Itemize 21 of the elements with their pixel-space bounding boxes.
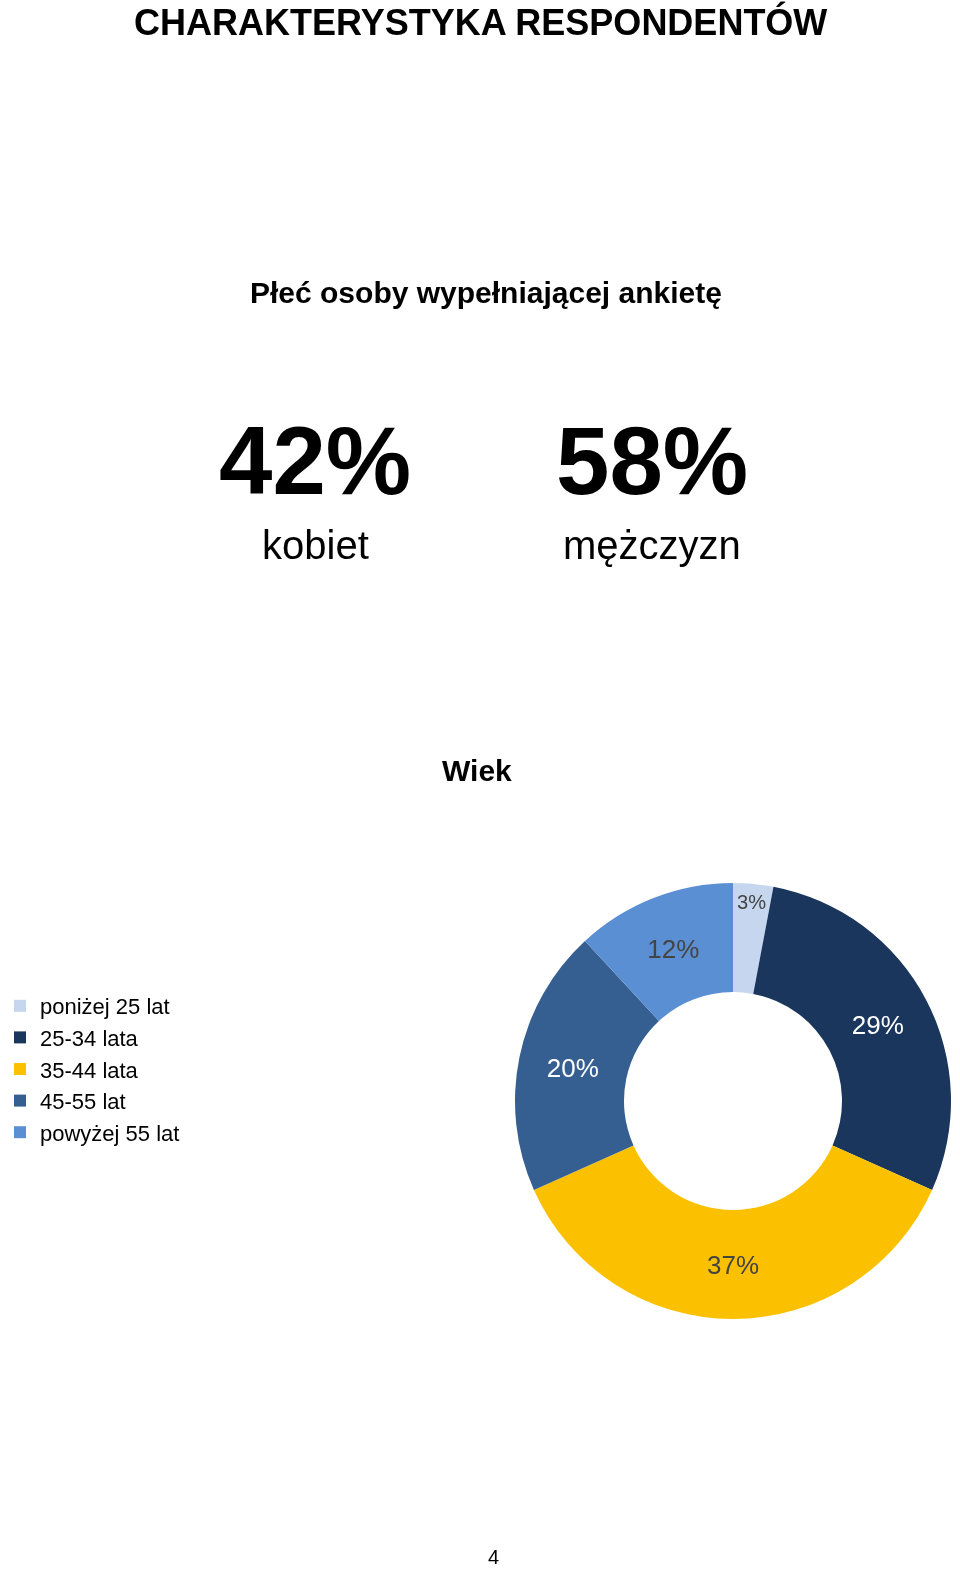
chart-title: Wiek — [442, 754, 513, 787]
donut-slice — [584, 883, 733, 1021]
legend-label: poniżej 25 lat — [40, 994, 170, 1020]
legend-label: 45-55 lat — [40, 1089, 126, 1115]
text: kobiet — [262, 523, 369, 567]
text: 58% — [556, 407, 749, 514]
legend-label: 35-44 lata — [40, 1057, 139, 1083]
data-label: 20% — [546, 1053, 599, 1084]
text: 4 — [488, 1546, 500, 1568]
data-label: 37% — [706, 1249, 760, 1280]
text: 42% — [219, 407, 412, 514]
legend-label: powyżej 55 lat — [40, 1120, 180, 1146]
text: mężczyzn — [563, 523, 741, 567]
donut-slice — [733, 883, 774, 994]
legend-label: 25-34 lata — [40, 1025, 139, 1051]
text: Płeć osoby wypełniającej ankietę — [250, 276, 722, 309]
text: CHARAKTERYSTYKA RESPONDENTÓW — [134, 1, 828, 43]
data-label: 12% — [647, 933, 700, 964]
donut-slice — [533, 1145, 933, 1319]
data-label: 29% — [851, 1010, 904, 1041]
data-label: 3% — [737, 891, 767, 914]
